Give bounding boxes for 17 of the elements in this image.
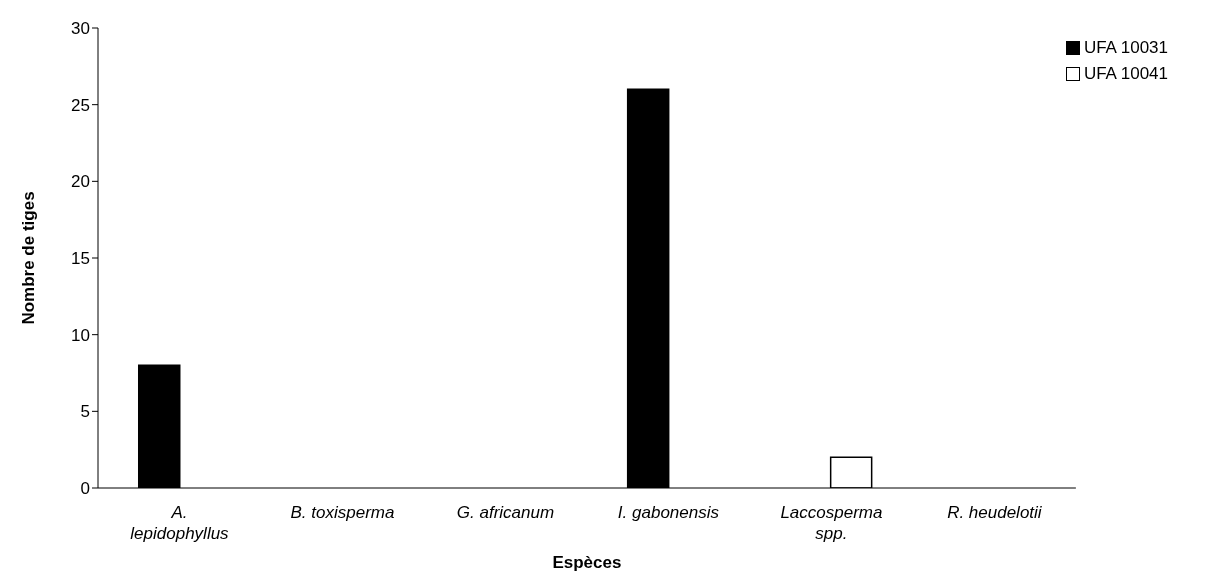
y-tick-label: 25 xyxy=(71,95,90,115)
x-tick-label: R. heudelotii xyxy=(947,503,1043,522)
x-axis-title: Espèces xyxy=(552,553,622,572)
x-tick-label: I. gabonensis xyxy=(617,503,720,522)
x-tick-label: B. toxisperma xyxy=(290,503,395,522)
y-tick-label: 10 xyxy=(71,325,90,345)
x-tick-label: G. africanum xyxy=(456,503,555,522)
legend-label: UFA 10041 xyxy=(1083,64,1168,84)
y-tick-label: 20 xyxy=(71,172,90,192)
y-tick-label: 0 xyxy=(80,479,90,499)
y-tick-label: 15 xyxy=(71,249,90,269)
y-tick-label: 5 xyxy=(80,402,90,422)
legend-label: UFA 10031 xyxy=(1083,38,1168,58)
x-tick-label: A. lepidophyllus xyxy=(130,503,230,543)
y-axis-title: Nombre de tiges xyxy=(19,191,39,325)
y-tick-label: 30 xyxy=(71,19,90,39)
x-tick-label: Laccosperma spp. xyxy=(780,503,883,543)
